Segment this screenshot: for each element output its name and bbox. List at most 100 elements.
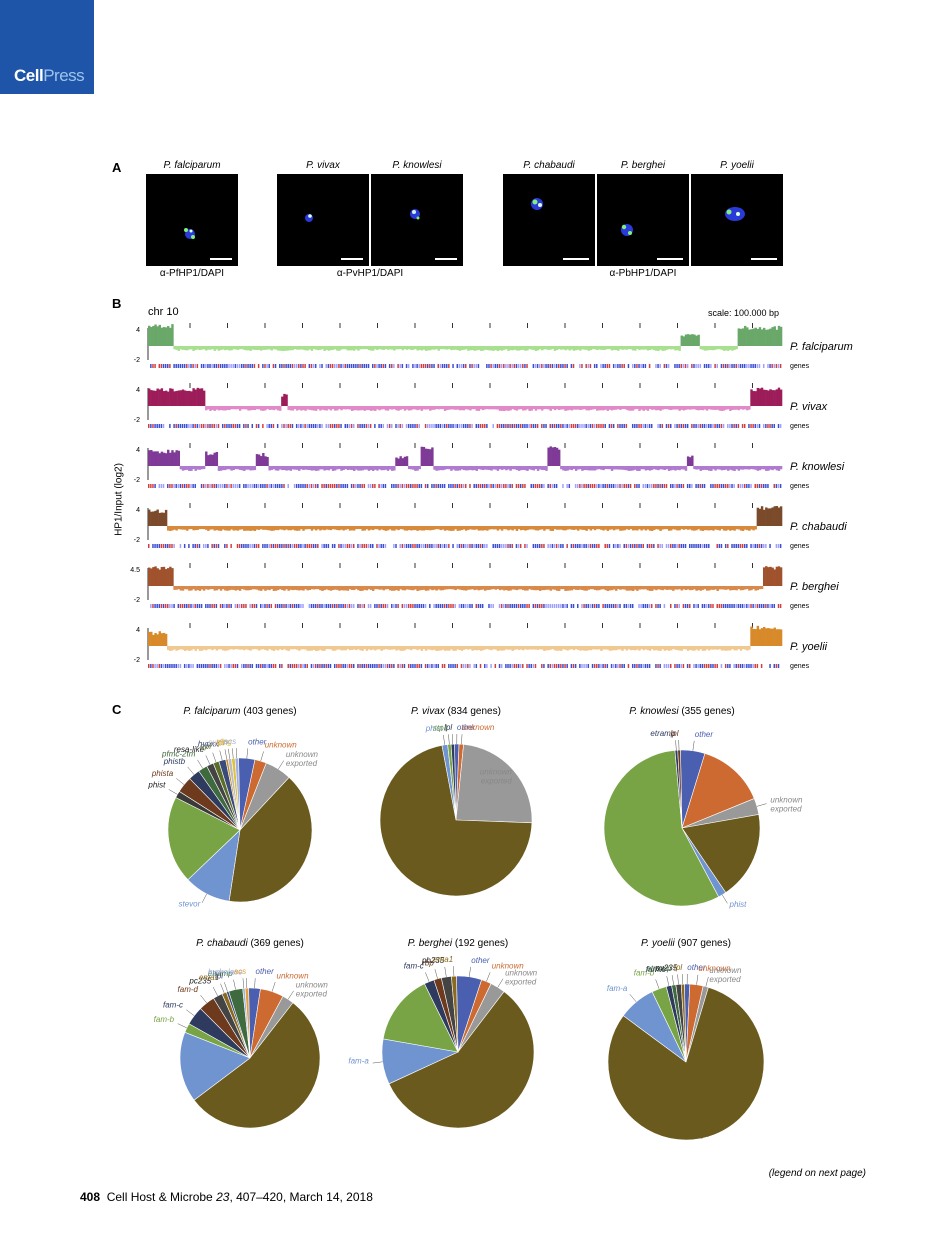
pie-slice-label: unknown exported xyxy=(770,796,803,814)
pie-slice-label: unknown exported xyxy=(480,767,513,785)
pie-slice-label: fam-a xyxy=(607,984,628,993)
hp1-tracks-figure: 4 -2 P. falciparum genes 4 -2 P. vivax genes 4 -2… xyxy=(130,323,853,670)
pie-slice-label: resa-like xyxy=(174,745,205,754)
micrograph-falciparum xyxy=(146,174,238,266)
pie-slice-label: clag xyxy=(217,737,232,746)
track-genes-label: genes xyxy=(790,423,810,430)
track-ymax-label: 4.5 xyxy=(130,567,140,574)
logo-cell-text: Cell xyxy=(14,66,44,85)
caption-pfhp1: α-PfHP1/DAPI xyxy=(159,268,225,279)
pie-slice xyxy=(388,991,535,1129)
pie-slice-label: lpl xyxy=(670,729,678,738)
micrograph-chabaudi xyxy=(503,174,595,266)
pie-slice-label: other xyxy=(687,963,706,972)
pie-title: P. vivax (834 genes) xyxy=(411,706,501,717)
track-species-label: P. berghei xyxy=(790,581,839,593)
track-genes-label: genes xyxy=(790,603,810,610)
pie-slice xyxy=(167,797,241,881)
track-genes-label: genes xyxy=(790,663,810,670)
pie-slice-label: rbp xyxy=(422,958,434,967)
panel-b-letter: B xyxy=(112,296,122,311)
track-genes-label: genes xyxy=(790,363,810,370)
pie-slice-label: bir xyxy=(495,1106,504,1115)
pie-slice-label: fam-b xyxy=(154,1015,175,1024)
track-ymin-label: -2 xyxy=(134,477,140,484)
pie-slice-label: acs xyxy=(224,737,236,746)
micrograph-vivax xyxy=(277,174,369,266)
pie-slice-label: var xyxy=(171,836,182,845)
pie-slice-label: other xyxy=(457,723,476,732)
micro-label-vivax: P. vivax xyxy=(306,160,340,171)
pie-slice-label: pc235 xyxy=(188,977,211,986)
pie-slice-label: fam-c xyxy=(163,1000,183,1009)
pie-slice-label: fam-a xyxy=(182,1063,203,1072)
pie-slice-label: etramp xyxy=(650,729,675,738)
track-3: 4 -2 P. knowlesi genes xyxy=(134,443,845,490)
pie-slice-label: fam-c xyxy=(646,965,666,974)
pie-slice-label: etramp xyxy=(208,969,233,978)
pie-chart-5: P. berghei (192 genes) otherunknownunknow… xyxy=(348,938,538,1129)
pie-chart-4: P. chabaudi (369 genes) other unknownunkno… xyxy=(154,938,329,1129)
pie-slice-label: nfin xyxy=(290,857,303,866)
pie-slice-label: unknown exported xyxy=(296,981,329,999)
pie-slice-label: fam-a xyxy=(348,1057,369,1066)
pie-slice-label: unknown exported xyxy=(709,966,742,984)
pie-slice-label: lpl xyxy=(444,723,452,732)
micrograph-knowlesi xyxy=(371,174,463,266)
micro-label-knowlesi: P. knowlesi xyxy=(392,160,442,171)
pie-slice-label: unknown exported xyxy=(505,968,538,986)
pie-slice xyxy=(607,986,765,1141)
pie-slice-label: unknown xyxy=(277,971,310,980)
page-number: 408 xyxy=(80,1190,101,1204)
track-species-label: P. falciparum xyxy=(790,341,853,353)
pie-slice-label: unknown xyxy=(492,962,525,971)
pie-chart-6: P. yoelii (907 genes) otherunknownunknown… xyxy=(607,938,765,1141)
track-ymin-label: -2 xyxy=(134,357,140,364)
pie-slice xyxy=(379,744,533,897)
track-ymax-label: 4 xyxy=(136,327,140,334)
track-4: 4 -2 P. chabaudi genes xyxy=(134,503,847,550)
pie-slice-label: phist xyxy=(147,781,166,790)
pie-slice-label: hypxx xyxy=(198,740,220,749)
pie-slice xyxy=(680,983,687,1063)
pie-slice xyxy=(228,776,313,903)
track-ymax-label: 4 xyxy=(136,387,140,394)
pie-slice-label: epf xyxy=(200,742,212,751)
pie-chart-1: P. falciparum (403 genes) otherunknownunk… xyxy=(147,706,318,908)
pie-slice-label: phist xyxy=(425,724,444,733)
track-ymin-label: -2 xyxy=(134,597,140,604)
journal-name: Cell Host & Microbe xyxy=(106,1190,217,1204)
pie-slice-label: py235 xyxy=(654,963,677,972)
pie-slice-label: other xyxy=(256,967,275,976)
pie-slice-label: ema1 xyxy=(199,973,219,982)
pie-title: P. chabaudi (369 genes) xyxy=(196,938,304,949)
track-6: 4 -2 P. yoelii genes xyxy=(134,623,828,670)
pie-slice-label: lpl xyxy=(674,963,682,972)
pie-slice xyxy=(455,744,533,824)
pie-title: P. falciparum (403 genes) xyxy=(183,706,296,717)
pie-slice xyxy=(382,983,459,1053)
pie-slice-label: fam-c xyxy=(404,962,424,971)
pie-slice-label: etramp xyxy=(647,964,672,973)
pie-slice-label: phist xyxy=(729,900,748,909)
pie-slice xyxy=(681,814,761,894)
publisher-logo: CellPress xyxy=(14,66,85,86)
track-species-label: P. yoelii xyxy=(790,641,828,653)
journal-citation: , 407–420, March 14, 2018 xyxy=(229,1190,373,1204)
micro-label-yoelii: P. yoelii xyxy=(720,160,754,171)
track-1: 4 -2 P. falciparum genes xyxy=(134,323,853,370)
track-ymax-label: 4 xyxy=(136,447,140,454)
micro-label-falciparum: P. falciparum xyxy=(163,160,221,171)
track-species-label: P. knowlesi xyxy=(790,461,845,473)
pie-slice-label: kir xyxy=(744,854,753,863)
pie-slice-label: yir xyxy=(701,1130,711,1139)
pie-slice-label: pb235 xyxy=(421,956,445,965)
logo-press-text: Press xyxy=(43,66,85,85)
pie-slice-label: hydrolase xyxy=(208,967,243,976)
caption-pbhp1: α-PbHP1/DAPI xyxy=(609,268,677,279)
pie-slice xyxy=(603,749,720,907)
pie-slice-label: phista xyxy=(151,769,174,778)
pie-title: P. yoelii (907 genes) xyxy=(641,938,731,949)
pie-slice-label: vir xyxy=(408,872,417,881)
